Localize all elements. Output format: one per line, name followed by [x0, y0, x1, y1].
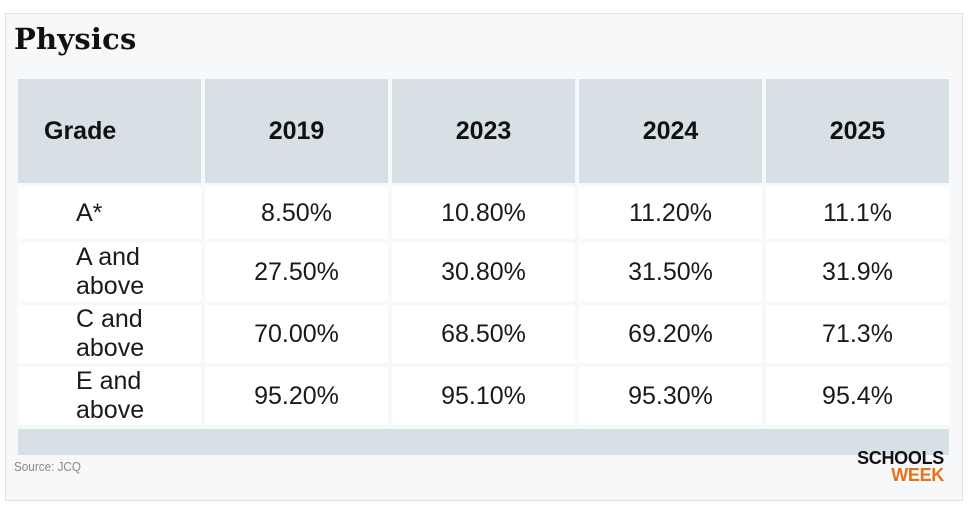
- chart-title: Physics: [14, 22, 137, 56]
- chart-card: Physics Grade 2019 2023 2024 2025 A* 8.5…: [5, 13, 963, 501]
- table-cell: 30.80%: [392, 243, 575, 301]
- table-cell: 71.3%: [766, 305, 949, 363]
- table-row: A and above 27.50% 30.80% 31.50% 31.9%: [18, 243, 949, 301]
- table-cell: 68.50%: [392, 305, 575, 363]
- header-grade: Grade: [18, 79, 201, 183]
- table-footer-band: [18, 429, 949, 455]
- data-table: Grade 2019 2023 2024 2025 A* 8.50% 10.80…: [14, 75, 953, 459]
- table-header-row: Grade 2019 2023 2024 2025: [18, 79, 949, 183]
- row-label: E and above: [18, 367, 201, 425]
- row-label: C and above: [18, 305, 201, 363]
- logo-line-schools: SCHOOLS: [857, 448, 944, 468]
- table-cell: 69.20%: [579, 305, 762, 363]
- header-2023: 2023: [392, 79, 575, 183]
- table-cell: 95.10%: [392, 367, 575, 425]
- table-cell: 10.80%: [392, 187, 575, 239]
- table-cell: 95.4%: [766, 367, 949, 425]
- header-2025: 2025: [766, 79, 949, 183]
- header-2019: 2019: [205, 79, 388, 183]
- table-row: C and above 70.00% 68.50% 69.20% 71.3%: [18, 305, 949, 363]
- table-cell: 11.1%: [766, 187, 949, 239]
- row-label: A*: [18, 187, 201, 239]
- table-cell: 95.30%: [579, 367, 762, 425]
- table-cell: 11.20%: [579, 187, 762, 239]
- header-2024: 2024: [579, 79, 762, 183]
- table-cell: 70.00%: [205, 305, 388, 363]
- table-cell: 31.50%: [579, 243, 762, 301]
- source-note: Source: JCQ: [14, 459, 81, 474]
- footer-band: [18, 429, 949, 455]
- table-cell: 31.9%: [766, 243, 949, 301]
- schools-week-logo: SCHOOLS WEEK: [857, 448, 944, 485]
- table-cell: 95.20%: [205, 367, 388, 425]
- table-row: E and above 95.20% 95.10% 95.30% 95.4%: [18, 367, 949, 425]
- logo-line-week: WEEK: [891, 465, 944, 485]
- table-cell: 27.50%: [205, 243, 388, 301]
- table-row: A* 8.50% 10.80% 11.20% 11.1%: [18, 187, 949, 239]
- row-label: A and above: [18, 243, 201, 301]
- table-cell: 8.50%: [205, 187, 388, 239]
